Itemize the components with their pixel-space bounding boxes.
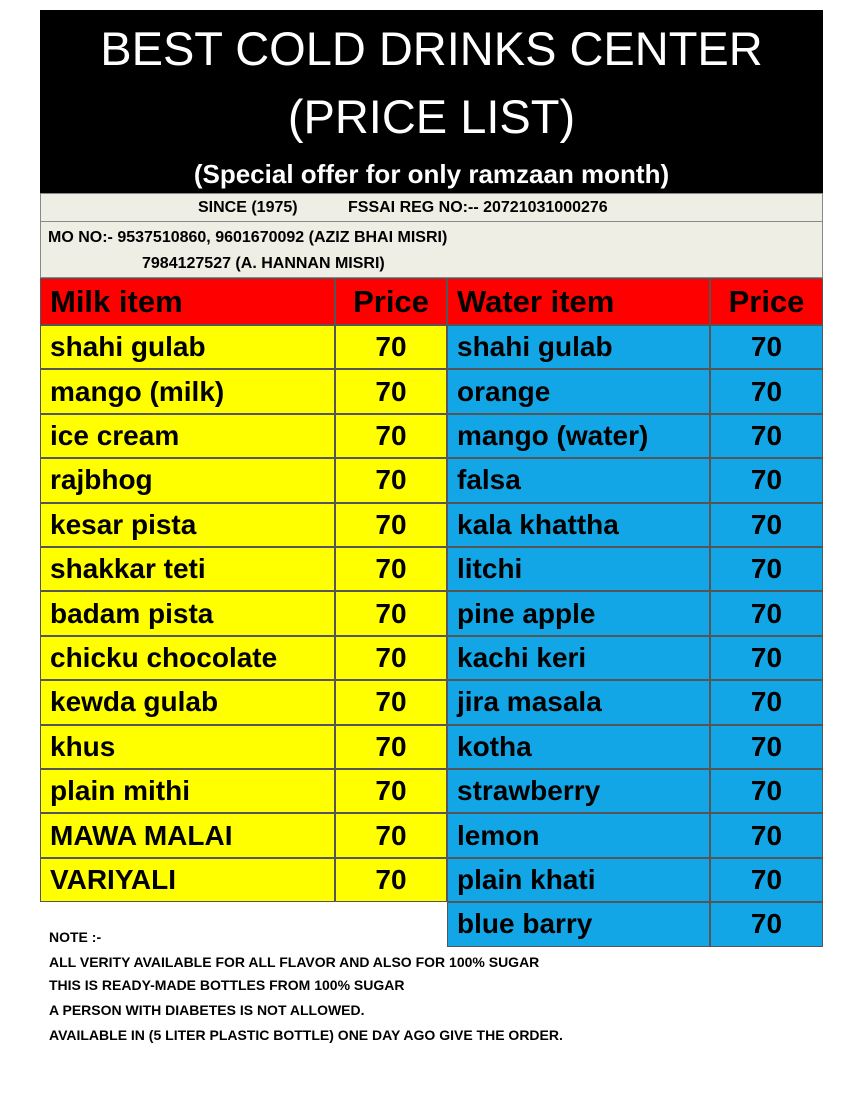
item-name: MAWA MALAI <box>40 813 335 858</box>
item-name: shahi gulab <box>40 325 335 370</box>
item-name: shahi gulab <box>447 325 710 370</box>
since: SINCE (1975) <box>198 199 298 216</box>
item-name: shakkar teti <box>40 547 335 592</box>
item-price: 70 <box>335 547 447 592</box>
item-price: 70 <box>335 502 447 547</box>
subtitle: (Special offer for only ramzaan month) <box>193 159 670 189</box>
item-name: kotha <box>447 724 710 769</box>
item-price: 70 <box>335 857 447 903</box>
fssai: FSSAI REG NO:-- 20721031000276 <box>348 199 608 216</box>
mobile-line: 7984127527 (A. HANNAN MISRI) <box>142 255 385 272</box>
item-price: 70 <box>335 458 447 503</box>
note-line: ALL VERITY AVAILABLE FOR ALL FLAVOR AND … <box>49 954 540 970</box>
column-header: Milk item <box>40 278 335 325</box>
item-name: kewda gulab <box>40 680 335 725</box>
item-name: plain mithi <box>40 769 335 814</box>
item-name: orange <box>447 369 710 414</box>
item-price: 70 <box>710 724 823 769</box>
item-price: 70 <box>710 325 823 370</box>
item-name: strawberry <box>447 769 710 814</box>
item-name: badam pista <box>40 591 335 636</box>
item-name: mango (milk) <box>40 369 335 414</box>
item-price: 70 <box>710 680 823 725</box>
item-price: 70 <box>335 635 447 681</box>
note-line: AVAILABLE IN (5 LITER PLASTIC BOTTLE) ON… <box>49 1027 563 1043</box>
item-name: falsa <box>447 458 710 503</box>
item-price: 70 <box>710 635 823 681</box>
item-name: kesar pista <box>40 502 335 547</box>
title-line: BEST COLD DRINKS CENTER <box>100 22 763 75</box>
item-name: plain khati <box>447 857 710 903</box>
title-line: (PRICE LIST) <box>287 90 576 143</box>
item-price: 70 <box>710 591 823 636</box>
item-price: 70 <box>335 680 447 725</box>
note-heading: NOTE :- <box>49 929 102 945</box>
item-price: 70 <box>710 902 823 947</box>
note-line: A PERSON WITH DIABETES IS NOT ALLOWED. <box>49 1002 365 1018</box>
info-band <box>40 193 823 278</box>
item-price: 70 <box>335 325 447 370</box>
info-divider <box>40 221 823 222</box>
item-price: 70 <box>710 369 823 414</box>
note-line: THIS IS READY-MADE BOTTLES FROM 100% SUG… <box>49 977 405 993</box>
item-price: 70 <box>710 458 823 503</box>
item-name: chicku chocolate <box>40 635 335 681</box>
item-name: rajbhog <box>40 458 335 503</box>
item-price: 70 <box>335 724 447 769</box>
item-price: 70 <box>710 813 823 858</box>
item-name: kachi keri <box>447 635 710 681</box>
item-price: 70 <box>335 813 447 858</box>
item-price: 70 <box>335 591 447 636</box>
item-price: 70 <box>710 769 823 814</box>
mobile-line: MO NO:- 9537510860, 9601670092 (AZIZ BHA… <box>48 229 448 246</box>
item-name: khus <box>40 724 335 769</box>
header-band <box>40 10 823 193</box>
item-price: 70 <box>335 413 447 459</box>
item-price: 70 <box>710 547 823 592</box>
item-price: 70 <box>335 769 447 814</box>
item-price: 70 <box>710 857 823 903</box>
column-header: Water item <box>447 278 710 325</box>
item-name: blue barry <box>447 902 710 947</box>
item-name: pine apple <box>447 591 710 636</box>
column-header: Price <box>710 278 823 325</box>
column-header: Price <box>335 278 447 325</box>
item-price: 70 <box>335 369 447 414</box>
item-name: VARIYALI <box>40 857 335 903</box>
item-name: lemon <box>447 813 710 858</box>
item-price: 70 <box>710 502 823 547</box>
item-name: litchi <box>447 547 710 592</box>
item-name: ice cream <box>40 413 335 459</box>
item-price: 70 <box>710 413 823 459</box>
item-name: jira masala <box>447 680 710 725</box>
item-name: kala khattha <box>447 502 710 547</box>
item-name: mango (water) <box>447 413 710 459</box>
